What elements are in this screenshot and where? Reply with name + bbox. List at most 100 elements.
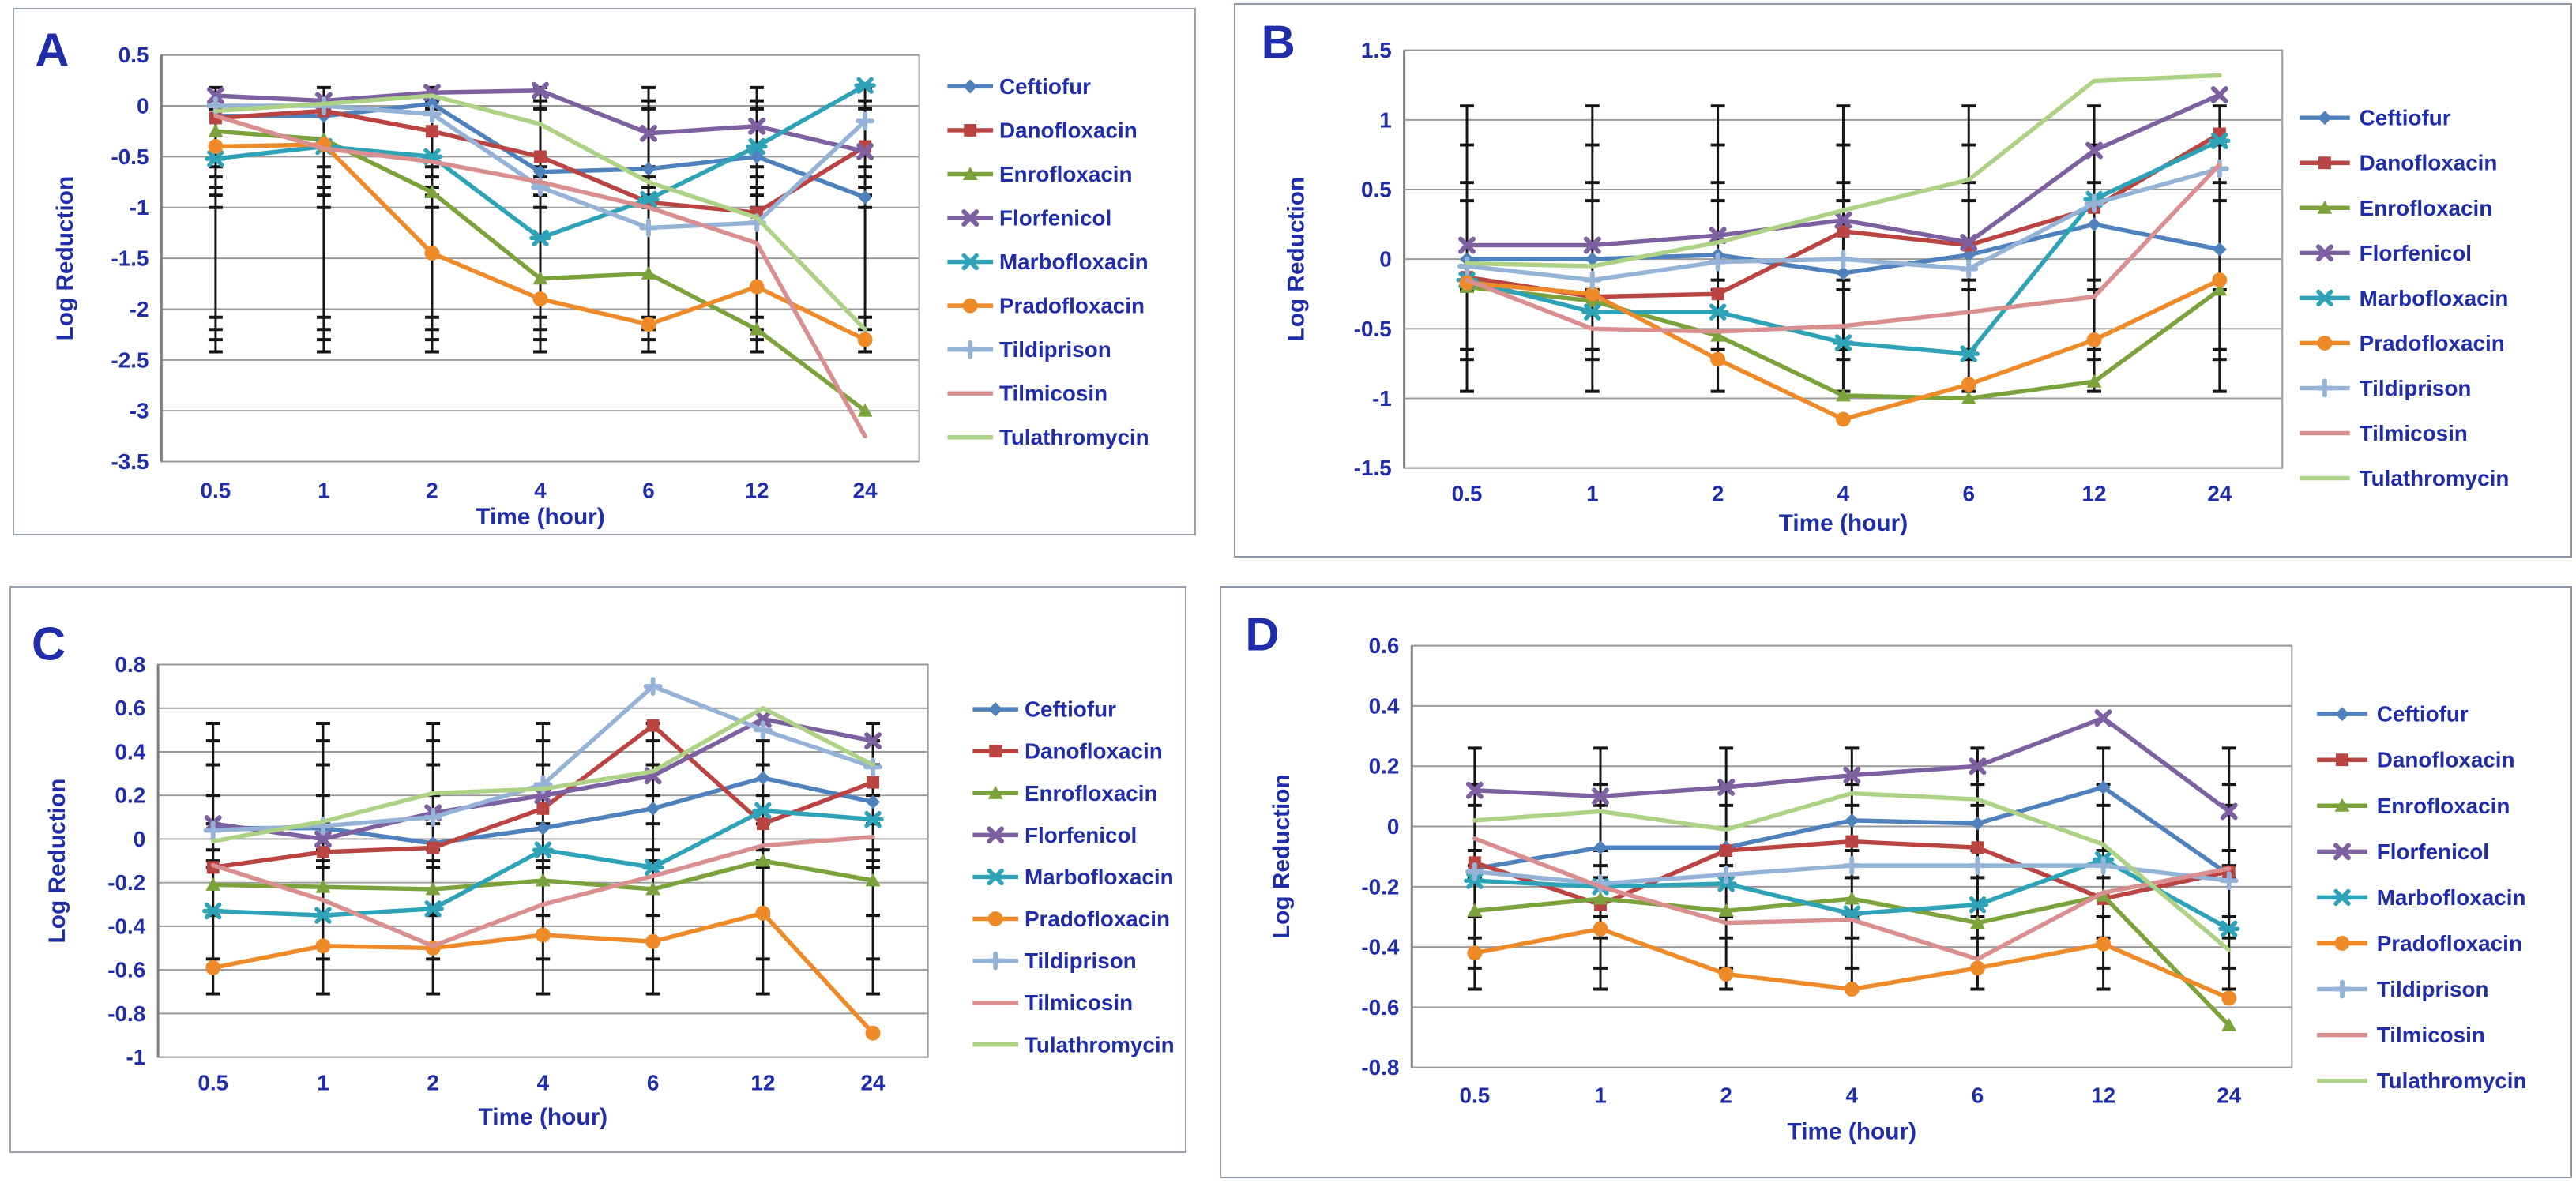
series-marker-tildiprison	[639, 218, 658, 238]
series-marker-marbofloxacin	[752, 802, 774, 820]
error-bar	[205, 722, 220, 996]
series-marker-tildiprison	[1833, 250, 1853, 269]
error-bar	[645, 722, 660, 996]
x-tick-label: 1	[1586, 481, 1598, 505]
series-marker-enrofloxacin	[1844, 891, 1860, 905]
y-tick-label: 0.8	[115, 652, 146, 677]
series-marker-danofloxacin	[426, 125, 438, 138]
legend-item-tilmicosin: Tilmicosin	[947, 381, 1107, 406]
legend-marker-circle-icon	[2334, 936, 2350, 951]
y-tick-label: -0.2	[107, 870, 145, 895]
series-marker-florfenicol	[1465, 781, 1484, 799]
panel-letter: C	[32, 617, 66, 670]
series-marker-tildiprison	[423, 807, 443, 827]
series-marker-tildiprison	[2219, 871, 2239, 891]
legend-item-marbofloxacin: Marbofloxacin	[972, 865, 1174, 889]
legend-label: Tildiprison	[1025, 948, 1137, 973]
legend-item-tildiprison: Tildiprison	[947, 337, 1111, 362]
legend-label: Pradofloxacin	[1025, 907, 1170, 931]
panel-A: 0.5 0 -0.5 -1 -1.5 -2 -2.5 -3 -3.5 Log Reduction 0…	[13, 8, 1196, 535]
error-bar	[533, 85, 547, 354]
series-line-tulathromycin	[1465, 73, 2222, 269]
legend-item-danofloxacin: Danofloxacin	[2317, 748, 2515, 772]
legend-item-ceftiofur: Ceftiofur	[2300, 106, 2451, 130]
x-axis-title: Time (hour)	[476, 504, 604, 530]
series-marker-ceftiofur	[1970, 816, 1985, 831]
legend-marker-triangle-icon	[987, 785, 1003, 799]
legend-label: Marbofloxacin	[2377, 885, 2526, 910]
series-marker-enrofloxacin	[2212, 282, 2228, 296]
series-marker-pradofloxacin	[208, 139, 224, 154]
y-tick-label: 0.2	[1369, 754, 1400, 779]
series-marker-florfenicol	[532, 81, 549, 100]
series-marker-pradofloxacin	[532, 291, 548, 307]
series-marker-florfenicol	[314, 830, 332, 848]
series-marker-enrofloxacin	[865, 873, 881, 887]
series-marker-pradofloxacin	[1459, 275, 1475, 291]
series-marker-enrofloxacin	[749, 321, 765, 336]
series-marker-pradofloxacin	[857, 332, 873, 347]
series-marker-enrofloxacin	[2086, 374, 2102, 388]
series-marker-florfenicol	[2094, 709, 2112, 727]
legend-item-tulathromycin: Tulathromycin	[2317, 1068, 2527, 1093]
series-marker-marbofloxacin	[1706, 303, 1729, 321]
x-tick-label: 2	[426, 478, 438, 502]
y-tick-label: -3.5	[111, 449, 149, 474]
series-marker-pradofloxacin	[2221, 990, 2237, 1006]
legend-label: Enrofloxacin	[999, 162, 1133, 186]
x-axis-title: Time (hour)	[1779, 510, 1908, 536]
series-marker-marbofloxacin	[202, 902, 224, 920]
series-marker-marbofloxacin	[2218, 920, 2240, 937]
series-marker-florfenicol	[1843, 766, 1861, 784]
series-marker-enrofloxacin	[645, 881, 661, 896]
series-marker-ceftiofur	[536, 821, 551, 836]
series-marker-enrofloxacin	[1969, 915, 1985, 929]
legend-marker-circle-icon	[2317, 335, 2333, 351]
series-marker-danofloxacin	[646, 719, 660, 732]
series-marker-danofloxacin	[1845, 835, 1859, 848]
series-marker-danofloxacin	[867, 776, 880, 789]
series-marker-florfenicol	[2210, 86, 2228, 104]
y-tick-label: 0	[134, 827, 145, 851]
series-marker-pradofloxacin	[315, 938, 331, 954]
legend-marker-x-icon	[2333, 843, 2351, 861]
series-marker-danofloxacin	[756, 817, 769, 831]
y-tick-label: 0.5	[118, 43, 149, 67]
series-marker-pradofloxacin	[1467, 945, 1483, 961]
legend-item-tulathromycin: Tulathromycin	[972, 1032, 1175, 1057]
series-marker-marbofloxacin	[312, 907, 334, 924]
series-marker-marbofloxacin	[1957, 345, 1980, 362]
series-marker-florfenicol	[748, 117, 765, 135]
legend-item-pradofloxacin: Pradofloxacin	[2300, 331, 2505, 355]
x-tick-label: 6	[1972, 1083, 1984, 1108]
legend-label: Pradofloxacin	[2377, 931, 2522, 956]
series-marker-enrofloxacin	[2221, 1017, 2237, 1031]
series-marker-marbofloxacin	[422, 900, 444, 918]
series-marker-enrofloxacin	[208, 123, 224, 137]
series-marker-marbofloxacin	[746, 137, 768, 156]
series-marker-florfenicol	[640, 124, 657, 142]
y-tick-label: -0.6	[107, 958, 145, 982]
panel-C: 0.8 0.6 0.4 0.2 0 -0.2 -0.4 -0.6 -0.8 -1 Log Reduc…	[9, 586, 1186, 1153]
series-marker-tildiprison	[1708, 252, 1728, 272]
legend-label: Ceftiofur	[1025, 697, 1116, 722]
y-tick-label: -0.5	[111, 145, 149, 169]
legend-item-pradofloxacin: Pradofloxacin	[972, 907, 1170, 931]
legend-item-enrofloxacin: Enrofloxacin	[2317, 794, 2510, 818]
y-tick-label: -2	[130, 297, 149, 321]
series-marker-enrofloxacin	[755, 853, 771, 867]
series-marker-tildiprison	[2085, 193, 2104, 213]
x-tick-label: 1	[1594, 1083, 1607, 1108]
legend-label: Tulathromycin	[1025, 1032, 1175, 1057]
series-marker-florfenicol	[1458, 236, 1476, 254]
x-axis-title: Time (hour)	[479, 1104, 608, 1130]
legend-item-danofloxacin: Danofloxacin	[972, 739, 1163, 764]
legend-marker-diamond-icon	[988, 702, 1003, 717]
legend-marker-plus-icon	[961, 340, 980, 359]
series-marker-enrofloxacin	[425, 881, 441, 896]
x-tick-label: 4	[537, 1070, 550, 1095]
series-marker-pradofloxacin	[1718, 967, 1734, 982]
x-tick-label: 24	[2207, 481, 2232, 505]
